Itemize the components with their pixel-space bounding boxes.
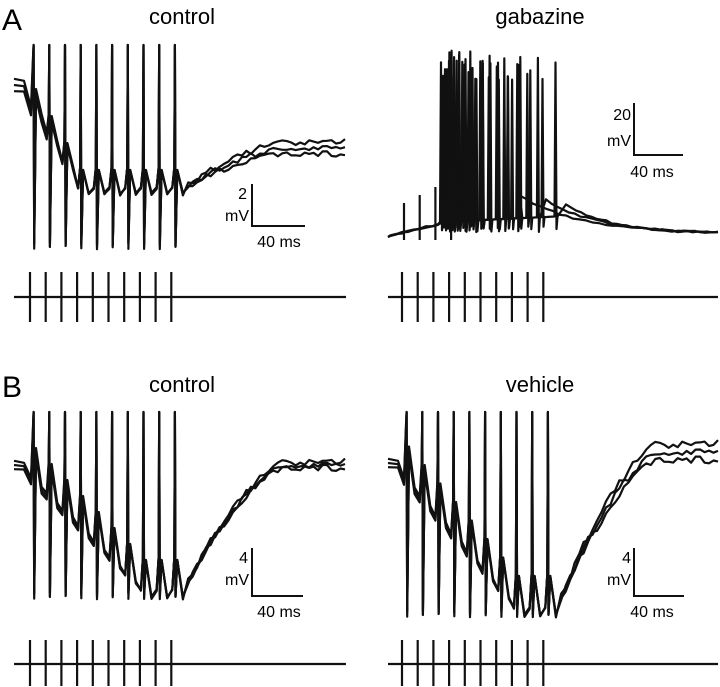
scale-voltage-unit: mV (225, 572, 249, 589)
traces-a-control (13, 43, 346, 251)
traces-a-gabazine (387, 49, 719, 240)
title-b-control: control (149, 372, 215, 397)
panel-letter-b: B (2, 371, 22, 404)
scale-voltage-unit: mV (607, 572, 631, 589)
scale-voltage-value: 2 (238, 186, 247, 203)
title-b-vehicle: vehicle (506, 372, 574, 397)
scale-voltage-value: 20 (613, 107, 631, 124)
scale-bar-a-gabazine: 20 mV 40 ms (607, 103, 683, 181)
voltage-trace (13, 43, 346, 251)
traces-b-vehicle (387, 410, 719, 619)
scale-bar-b-control: 4 mV 40 ms (225, 548, 303, 621)
stimulus-train-b-control (14, 640, 346, 686)
traces-b-control (13, 410, 346, 601)
scale-bar-a-control: 2 mV 40 ms (225, 184, 305, 251)
voltage-trace (387, 49, 719, 238)
scale-voltage-unit: mV (225, 208, 249, 225)
voltage-trace (387, 410, 719, 619)
scale-voltage-value: 4 (239, 550, 248, 567)
title-a-control: control (149, 4, 215, 29)
stimulus-train-a-gabazine (388, 272, 718, 322)
scale-time-label: 40 ms (257, 604, 301, 621)
stimulus-train-b-vehicle (388, 640, 718, 686)
scale-time-label: 40 ms (257, 234, 301, 251)
voltage-trace (13, 410, 346, 601)
title-a-gabazine: gabazine (495, 4, 584, 29)
scale-voltage-value: 4 (622, 550, 631, 567)
voltage-trace (387, 51, 719, 238)
scale-voltage-unit: mV (607, 133, 631, 150)
stimulus-train-a-control (14, 272, 346, 322)
panel-letter-a: A (2, 4, 22, 37)
scale-time-label: 40 ms (630, 164, 674, 181)
scale-time-label: 40 ms (630, 604, 674, 621)
voltage-trace (387, 50, 719, 238)
scale-bar-b-vehicle: 4 mV 40 ms (607, 548, 684, 621)
